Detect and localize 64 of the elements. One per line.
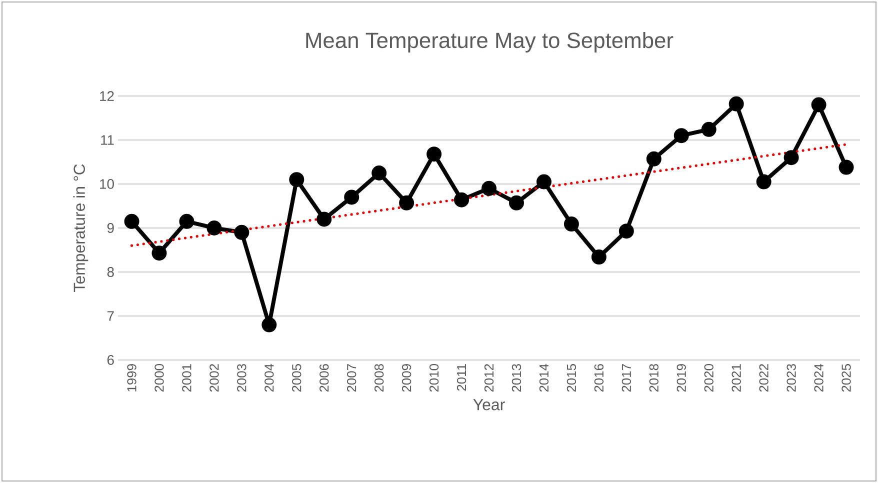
point bbox=[179, 214, 194, 229]
point bbox=[482, 180, 497, 196]
y-tick-label: 9 bbox=[107, 223, 114, 233]
x-tick-label: 2012 bbox=[484, 364, 494, 392]
point bbox=[234, 224, 250, 240]
x-tick-label: 2018 bbox=[649, 364, 658, 392]
x-tick-label: 2015 bbox=[566, 364, 576, 392]
x-tick-label: 2020 bbox=[704, 364, 714, 392]
point bbox=[784, 150, 799, 166]
y-tick-label: 8 bbox=[107, 267, 114, 277]
x-tick-label: 2021 bbox=[732, 364, 741, 392]
point bbox=[701, 122, 716, 137]
x-tick-label: 2025 bbox=[842, 364, 851, 392]
x-tick-label: 1999 bbox=[127, 364, 136, 392]
x-tick-label: 2024 bbox=[814, 364, 824, 392]
point bbox=[206, 220, 222, 236]
point bbox=[508, 195, 524, 210]
x-tick-label: 2000 bbox=[154, 364, 164, 392]
x-tick-label: 2002 bbox=[210, 364, 219, 392]
point bbox=[536, 174, 552, 190]
point bbox=[124, 214, 140, 229]
point bbox=[372, 165, 387, 180]
x-tick-label: 2019 bbox=[676, 364, 686, 392]
point bbox=[618, 224, 634, 239]
y-tick-label: 11 bbox=[101, 135, 114, 145]
x-tick-label: 2008 bbox=[374, 364, 384, 392]
y-tick-label: 7 bbox=[107, 311, 114, 321]
point bbox=[674, 128, 689, 144]
x-axis-title: Year bbox=[473, 399, 505, 410]
point bbox=[262, 317, 277, 332]
x-tick-label: 2017 bbox=[622, 364, 631, 392]
x-tick-label: 2014 bbox=[539, 364, 549, 392]
x-tick-label: 2005 bbox=[292, 364, 302, 392]
x-tick-label: 2009 bbox=[402, 364, 412, 392]
point bbox=[289, 172, 304, 188]
y-tick-label: 6 bbox=[107, 355, 114, 365]
x-tick-label: 2016 bbox=[594, 364, 604, 392]
point bbox=[838, 160, 854, 175]
x-tick-label: 2001 bbox=[182, 364, 192, 392]
point bbox=[426, 146, 442, 162]
point bbox=[152, 246, 167, 261]
point bbox=[344, 190, 360, 205]
chart-title: Mean Temperature May to September bbox=[306, 32, 674, 52]
x-tick-label: 2011 bbox=[456, 364, 466, 391]
point bbox=[316, 212, 332, 227]
x-tick-label: 2023 bbox=[786, 364, 796, 392]
point bbox=[811, 97, 826, 112]
point bbox=[564, 216, 579, 232]
y-tick-label: 12 bbox=[100, 91, 114, 101]
point bbox=[756, 174, 772, 190]
point bbox=[454, 192, 470, 208]
point bbox=[646, 151, 662, 166]
x-tick-label: 2004 bbox=[264, 364, 274, 392]
x-tick-label: 2006 bbox=[320, 364, 329, 392]
x-tick-label: 2013 bbox=[512, 364, 522, 392]
point bbox=[399, 195, 414, 210]
x-tick-label: 2010 bbox=[429, 364, 439, 392]
y-tick-label: 10 bbox=[100, 179, 114, 189]
y-axis-title: Temperature in °C bbox=[73, 164, 88, 292]
x-tick-label: 2003 bbox=[237, 364, 246, 392]
point bbox=[728, 96, 744, 112]
x-tick-label: 2007 bbox=[347, 364, 356, 392]
point bbox=[591, 250, 606, 265]
x-tick-label: 2022 bbox=[759, 364, 768, 392]
